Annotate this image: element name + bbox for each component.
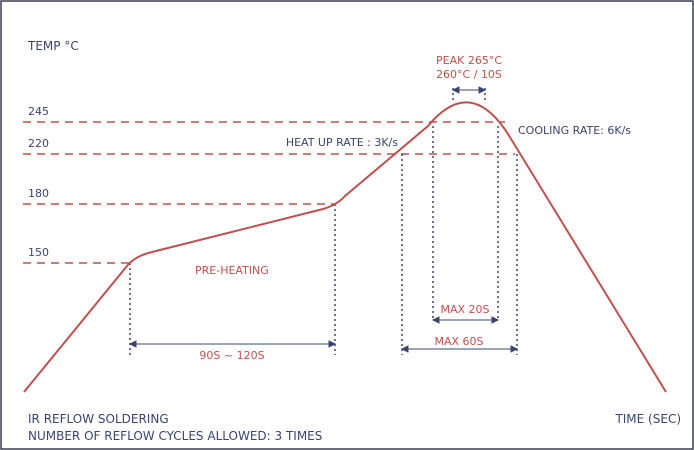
y-tick-245: 245 bbox=[28, 105, 49, 118]
y-tick-180: 180 bbox=[28, 187, 49, 200]
y-axis-label: TEMP °C bbox=[27, 39, 79, 53]
peak-label: PEAK 265°C bbox=[436, 54, 502, 67]
max-20s-label: MAX 20S bbox=[440, 303, 489, 316]
chart-subtitle: NUMBER OF REFLOW CYCLES ALLOWED: 3 TIMES bbox=[28, 429, 322, 443]
peak-hold-arrow bbox=[451, 86, 487, 94]
max-60s-label: MAX 60S bbox=[434, 335, 483, 348]
chart-title: IR REFLOW SOLDERING bbox=[28, 412, 169, 426]
max20-interval-arrow bbox=[431, 316, 500, 324]
peak-hold-label: 260°C / 10S bbox=[436, 68, 502, 81]
x-axis-label: TIME (SEC) bbox=[614, 412, 681, 426]
y-tick-150: 150 bbox=[28, 246, 49, 259]
preheat-interval-arrow bbox=[128, 340, 337, 348]
cooling-rate-label: COOLING RATE: 6K/s bbox=[518, 124, 631, 137]
max60-interval-arrow bbox=[400, 345, 519, 353]
pre-heating-label: PRE-HEATING bbox=[195, 264, 269, 277]
y-tick-220: 220 bbox=[28, 137, 49, 150]
preheat-duration-label: 90S ~ 120S bbox=[199, 349, 264, 362]
heat-up-rate-label: HEAT UP RATE : 3K/s bbox=[286, 136, 398, 149]
reflow-curve bbox=[23, 101, 667, 393]
